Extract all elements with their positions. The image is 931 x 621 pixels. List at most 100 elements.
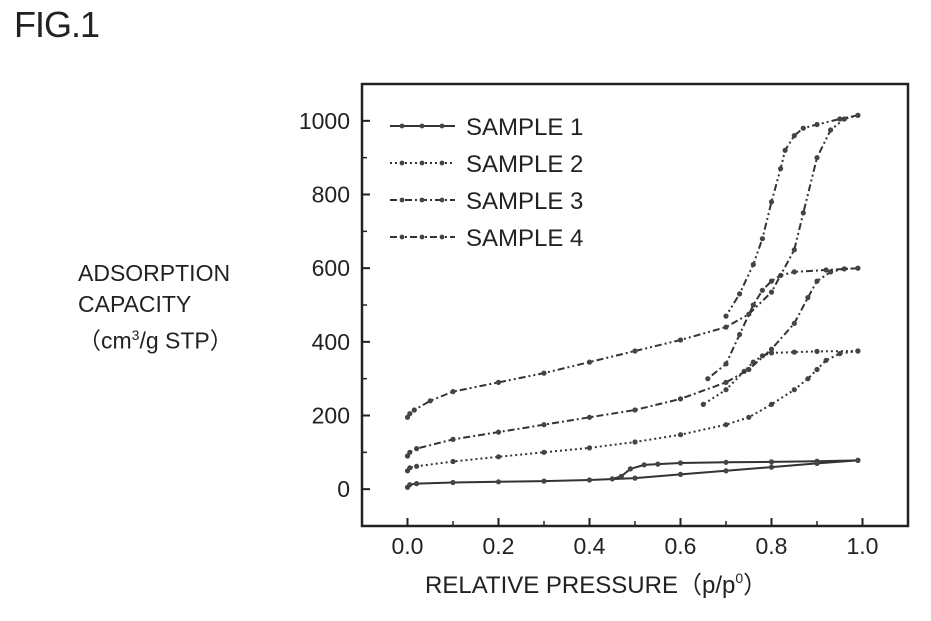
series-1-adsorption-point: [450, 480, 455, 485]
series-4-adsorption-point: [678, 337, 683, 342]
series-2-adsorption-point: [407, 465, 412, 470]
legend-label-4: SAMPLE 4: [466, 225, 583, 252]
series-4-adsorption-point: [541, 371, 546, 376]
x-tick-label: 0.8: [756, 533, 788, 559]
y-tick-label: 0: [337, 476, 350, 502]
x-tick-label: 0.2: [483, 533, 515, 559]
legend-marker-4: [440, 235, 445, 240]
series-4-adsorption-point: [428, 398, 433, 403]
x-unit-open: （p/p: [678, 572, 735, 599]
series-1-adsorption-point: [678, 472, 683, 477]
series-2-desorption-point: [701, 402, 706, 407]
series-1-desorption-point: [628, 466, 633, 471]
series-3-adsorption-point: [414, 446, 419, 451]
series-3-desorption-point: [855, 266, 860, 271]
series-1-adsorption-point: [541, 479, 546, 484]
series-1-desorption-point: [814, 459, 819, 464]
series-2-adsorption-point: [414, 464, 419, 469]
series-4-adsorption-point: [828, 127, 833, 132]
series-4-desorption-point: [769, 199, 774, 204]
series-4-adsorption-point: [792, 247, 797, 252]
series-1-desorption-point: [769, 459, 774, 464]
series-1-desorption-point: [855, 458, 860, 463]
series-4-adsorption-point: [769, 290, 774, 295]
series-1-adsorption-line: [408, 460, 858, 487]
legend-marker-1: [400, 124, 405, 129]
series-2-adsorption-point: [632, 439, 637, 444]
series-4-desorption-point: [855, 113, 860, 118]
x-unit-close: ）: [743, 572, 767, 599]
series-2-adsorption-point: [541, 450, 546, 455]
y-tick-label: 1000: [299, 108, 350, 134]
legend-marker-1: [420, 124, 425, 129]
series-1-adsorption-point: [414, 481, 419, 486]
series-4-adsorption-point: [746, 312, 751, 317]
series-2-desorption-point: [855, 348, 860, 353]
series-3-desorption-point: [760, 288, 765, 293]
series-1-adsorption-point: [723, 468, 728, 473]
series-4-desorption-point: [751, 262, 756, 267]
series-1-desorption-point: [723, 460, 728, 465]
legend-label-2: SAMPLE 2: [466, 151, 583, 178]
series-3-adsorption-line: [408, 268, 858, 456]
legend-marker-4: [400, 235, 405, 240]
series-1-desorption-point: [678, 460, 683, 465]
series-1-adsorption-point: [496, 479, 501, 484]
series-3-desorption-point: [769, 279, 774, 284]
series-2-desorption-point: [814, 349, 819, 354]
series-3-adsorption-point: [678, 396, 683, 401]
series-2-adsorption-point: [450, 459, 455, 464]
series-1-desorption-point: [655, 462, 660, 467]
series-2-desorption-point: [792, 350, 797, 355]
series-3-desorption-point: [705, 376, 710, 381]
series-4-adsorption-point: [723, 325, 728, 330]
plot-frame: [362, 84, 908, 526]
legend-marker-3: [440, 198, 445, 203]
series-3-desorption-point: [792, 269, 797, 274]
series-4-desorption-point: [792, 133, 797, 138]
series-4-adsorption-point: [814, 155, 819, 160]
series-4-desorption-line: [726, 115, 858, 316]
series-1: [405, 458, 861, 490]
series-2-adsorption-point: [496, 454, 501, 459]
series-2-adsorption-point: [723, 422, 728, 427]
series-1-adsorption-point: [407, 482, 412, 487]
series-3-adsorption-point: [769, 347, 774, 352]
series-1-adsorption-point: [587, 477, 592, 482]
y-tick-label: 400: [312, 329, 350, 355]
series-4-adsorption-point: [412, 407, 417, 412]
series-2-adsorption-point: [746, 415, 751, 420]
series-2-adsorption-point: [587, 445, 592, 450]
series-1-desorption-point: [642, 462, 647, 467]
x-axis-label-main: RELATIVE PRESSURE: [425, 572, 678, 599]
legend-marker-2: [400, 161, 405, 166]
series-1-desorption-point: [619, 474, 624, 479]
series-4-desorption-point: [783, 148, 788, 153]
series-2-adsorption-point: [769, 402, 774, 407]
series-2-adsorption-point: [814, 367, 819, 372]
series-4-desorption-point: [737, 291, 742, 296]
series-2-adsorption-point: [805, 376, 810, 381]
series-4-desorption-point: [760, 236, 765, 241]
series-2-desorption-point: [723, 387, 728, 392]
series-3-adsorption-point: [805, 295, 810, 300]
legend-marker-2: [440, 161, 445, 166]
series-4-adsorption-point: [587, 360, 592, 365]
x-tick-label: 1.0: [847, 533, 879, 559]
series-3-adsorption-point: [450, 437, 455, 442]
series-4-adsorption-point: [407, 411, 412, 416]
adsorption-chart: 0.00.20.40.60.81.002004006008001000 SAMP…: [0, 0, 931, 621]
series-3: [405, 266, 861, 459]
series-3-adsorption-point: [541, 422, 546, 427]
series-1-desorption-point: [610, 476, 615, 481]
series-3-adsorption-point: [587, 415, 592, 420]
series-1-adsorption-point: [632, 476, 637, 481]
x-tick-label: 0.6: [665, 533, 697, 559]
y-tick-label: 800: [312, 182, 350, 208]
series-4-desorption-point: [778, 166, 783, 171]
y-tick-label: 200: [312, 403, 350, 429]
series-2-adsorption-point: [678, 432, 683, 437]
series-4-adsorption-point: [632, 348, 637, 353]
series-3-adsorption-point: [632, 407, 637, 412]
series-2-adsorption-point: [824, 358, 829, 363]
